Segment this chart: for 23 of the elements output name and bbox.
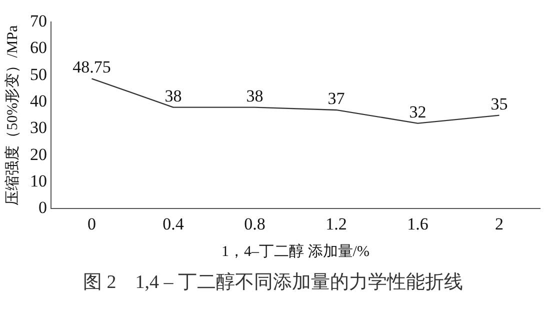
data-label: 37 bbox=[328, 88, 346, 108]
y-tick-label: 40 bbox=[30, 91, 47, 110]
y-axis-title: 压缩强度（50%形变）/MPa bbox=[4, 24, 21, 206]
x-tick-label: 1.6 bbox=[407, 214, 428, 234]
y-tick-label: 0 bbox=[38, 198, 47, 218]
y-tick-label: 50 bbox=[30, 64, 47, 84]
data-label: 38 bbox=[246, 86, 264, 106]
data-label: 35 bbox=[490, 94, 508, 114]
y-tick-label: 60 bbox=[30, 38, 47, 58]
x-tick-label: 0.4 bbox=[162, 214, 184, 234]
x-tick-label: 0 bbox=[88, 214, 96, 234]
y-tick-label: 30 bbox=[30, 118, 47, 138]
data-label: 38 bbox=[164, 86, 182, 106]
y-tick-label: 10 bbox=[30, 171, 47, 190]
y-tick-label: 20 bbox=[30, 144, 47, 164]
caption: 图 2 1,4 – 丁二醇不同添加量的力学性能折线 bbox=[82, 271, 464, 295]
data-label: 32 bbox=[409, 102, 426, 122]
x-tick-label: 2 bbox=[495, 214, 504, 234]
x-tick-label: 0.8 bbox=[244, 214, 266, 234]
x-axis-title: 1，4–丁二醇 添加量/% bbox=[222, 242, 370, 260]
x-tick-label: 1.2 bbox=[326, 214, 347, 234]
y-tick-label: 70 bbox=[30, 11, 47, 30]
data-label: 48.75 bbox=[72, 58, 111, 77]
